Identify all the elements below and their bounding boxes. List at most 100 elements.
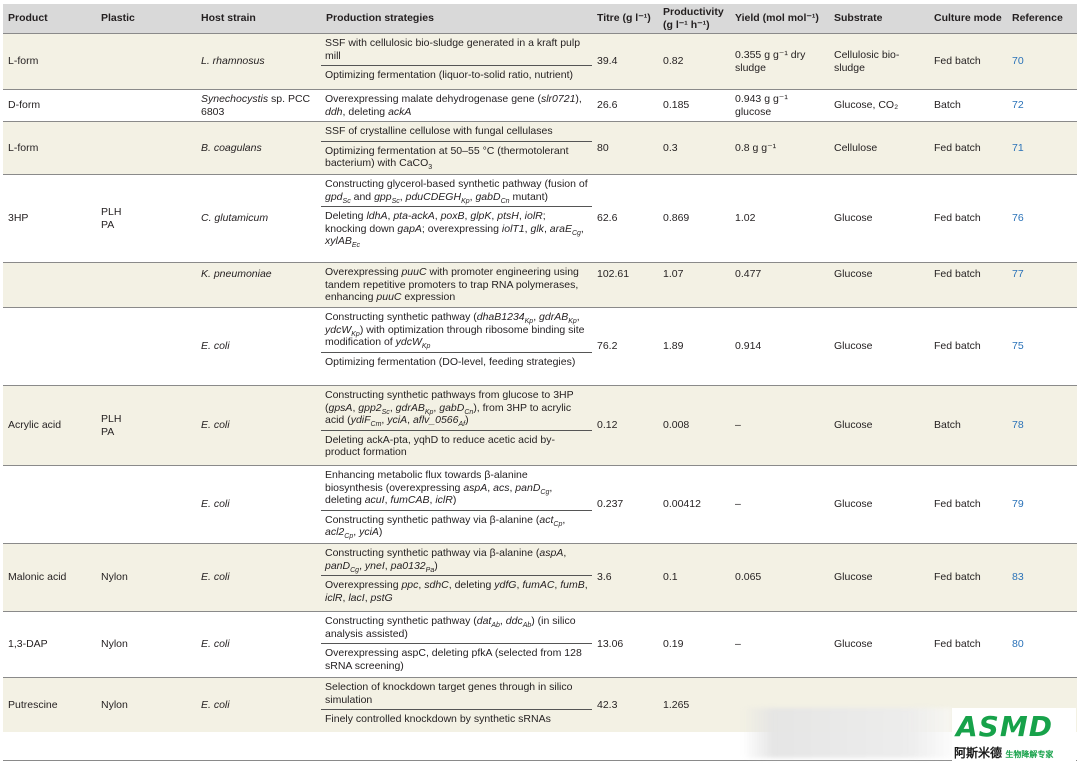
strategy-item: Optimizing fermentation at 50–55 °C (the… xyxy=(321,140,592,173)
cell-yield: – xyxy=(730,465,829,544)
reference-link[interactable]: 80 xyxy=(1012,638,1024,651)
cell-productivity: 1.265 xyxy=(658,677,730,732)
reference-link[interactable]: 79 xyxy=(1012,498,1024,511)
cell-titre: 76.2 xyxy=(592,307,658,386)
reference-link[interactable]: 70 xyxy=(1012,55,1024,68)
strategy-item: Deleting ackA-pta, yqhD to reduce acetic… xyxy=(321,429,592,462)
cell-substrate: Glucose xyxy=(829,262,929,308)
cell-culture-mode: Fed batch xyxy=(929,174,1007,263)
cell-host: Synechocystis sp. PCC 6803 xyxy=(196,89,321,122)
reference-link[interactable]: 77 xyxy=(1012,268,1024,280)
cell-product: D-form xyxy=(3,89,96,122)
cell-titre: 42.3 xyxy=(592,677,658,732)
cell-host: E. coli xyxy=(196,307,321,386)
table-row: Acrylic acid PLH PA E. coli Constructing … xyxy=(3,385,1077,466)
header-host-strain: Host strain xyxy=(196,4,321,34)
strategy-item: Constructing synthetic pathways from glu… xyxy=(325,389,574,429)
cell-plastic xyxy=(96,262,196,308)
cell-product: Malonic acid xyxy=(3,543,96,612)
table-row: D-form Synechocystis sp. PCC 6803 Overex… xyxy=(3,89,1077,122)
cell-reference[interactable]: 72 xyxy=(1007,89,1077,122)
cell-reference[interactable]: 70 xyxy=(1007,33,1077,90)
cell-reference[interactable]: 83 xyxy=(1007,543,1077,612)
cell-substrate: Glucose, CO₂ xyxy=(829,89,929,122)
cell-product: L-form xyxy=(3,33,96,90)
cell-titre: 0.12 xyxy=(592,385,658,466)
cell-host: B. coagulans xyxy=(196,121,321,175)
table-row: Putrescine Nylon E. coli Selection of kn… xyxy=(3,677,1077,732)
cell-titre: 62.6 xyxy=(592,174,658,263)
cell-productivity: 0.008 xyxy=(658,385,730,466)
table-row: 3HP PLH PA C. glutamicum Constructing gly… xyxy=(3,174,1077,263)
cell-product: 3HP xyxy=(3,174,96,263)
cell-strategies: Constructing synthetic pathway via β-ala… xyxy=(321,543,592,612)
cell-plastic: PLH PA xyxy=(96,174,196,263)
cell-titre: 39.4 xyxy=(592,33,658,90)
strategy-item: Constructing synthetic pathway (dhaB1234… xyxy=(325,311,585,351)
cell-host: L. rhamnosus xyxy=(196,33,321,90)
blurred-overlay xyxy=(742,708,952,758)
cell-productivity: 0.1 xyxy=(658,543,730,612)
cell-reference[interactable]: 79 xyxy=(1007,465,1077,544)
cell-reference[interactable]: 76 xyxy=(1007,174,1077,263)
cell-host: K. pneumoniae xyxy=(196,262,321,308)
reference-link[interactable]: 75 xyxy=(1012,340,1024,353)
cell-yield: 0.914 xyxy=(730,307,829,386)
cell-strategies: Overexpressing puuC with promoter engine… xyxy=(321,262,592,308)
header-product: Product xyxy=(3,4,96,34)
cell-titre: 80 xyxy=(592,121,658,175)
cell-reference[interactable]: 71 xyxy=(1007,121,1077,175)
strategy-item: Overexpressing ppc, sdhC, deleting ydfG,… xyxy=(321,575,592,607)
cell-plastic xyxy=(96,307,196,386)
cell-strategies: Constructing glycerol-based synthetic pa… xyxy=(321,174,592,263)
strategy-item: Overexpressing puuC with promoter engine… xyxy=(325,266,579,303)
cell-strategies: Constructing synthetic pathways from glu… xyxy=(321,385,592,466)
cell-titre: 0.237 xyxy=(592,465,658,544)
strategy-item: Selection of knockdown target genes thro… xyxy=(325,681,573,706)
header-substrate: Substrate xyxy=(829,4,929,34)
header-production-strategies: Production strategies xyxy=(321,4,592,34)
cell-plastic xyxy=(96,33,196,90)
cell-reference[interactable]: 78 xyxy=(1007,385,1077,466)
cell-host: E. coli xyxy=(196,543,321,612)
reference-link[interactable]: 76 xyxy=(1012,212,1024,225)
cell-strategies: SSF with cellulosic bio-sludge generated… xyxy=(321,33,592,90)
strategy-item: SSF of crystalline cellulose with fungal… xyxy=(325,125,553,137)
cell-reference[interactable]: 75 xyxy=(1007,307,1077,386)
strategy-item: Constructing synthetic pathway via β-ala… xyxy=(321,509,592,542)
cell-yield: 0.8 g g⁻¹ xyxy=(730,121,829,175)
cell-productivity: 0.00412 xyxy=(658,465,730,544)
logo-chinese-name: 阿斯米德 生物降解专家 xyxy=(954,744,1053,761)
reference-link[interactable]: 72 xyxy=(1012,99,1024,112)
header-yield: Yield (mol mol⁻¹) xyxy=(730,4,829,34)
strategy-item: Overexpressing malate dehydrogenase gene… xyxy=(325,93,582,118)
table-row: L-form B. coagulans SSF of crystalline c… xyxy=(3,121,1077,175)
cell-strategies: Overexpressing malate dehydrogenase gene… xyxy=(321,89,592,122)
cell-reference[interactable]: 77 xyxy=(1007,262,1077,308)
cell-product: 1,3-DAP xyxy=(3,611,96,678)
table-row: E. coli Enhancing metabolic flux towards… xyxy=(3,465,1077,544)
cell-culture-mode: Batch xyxy=(929,89,1007,122)
cell-host: E. coli xyxy=(196,611,321,678)
cell-substrate: Glucose xyxy=(829,611,929,678)
header-reference: Reference xyxy=(1007,4,1077,34)
cell-strategies: Enhancing metabolic flux towards β-alani… xyxy=(321,465,592,544)
reference-link[interactable]: 83 xyxy=(1012,571,1024,584)
cell-reference[interactable]: 80 xyxy=(1007,611,1077,678)
reference-link[interactable]: 71 xyxy=(1012,141,1024,154)
header-productivity: Productivity (g l⁻¹ h⁻¹) xyxy=(658,4,730,34)
cell-productivity: 0.185 xyxy=(658,89,730,122)
table-row: Malonic acid Nylon E. coli Constructing … xyxy=(3,543,1077,612)
cell-product: Acrylic acid xyxy=(3,385,96,466)
cell-titre: 13.06 xyxy=(592,611,658,678)
table-bottom-rule xyxy=(3,760,1077,761)
reference-link[interactable]: 78 xyxy=(1012,419,1024,432)
cell-yield: 0.355 g g⁻¹ dry sludge xyxy=(730,33,829,90)
cell-host: C. glutamicum xyxy=(196,174,321,263)
header-titre: Titre (g l⁻¹) xyxy=(592,4,658,34)
cell-yield: – xyxy=(730,611,829,678)
cell-plastic: Nylon xyxy=(96,543,196,612)
strategy-item: Constructing synthetic pathway via β-ala… xyxy=(325,547,567,574)
cell-strategies: Constructing synthetic pathway (datAb, d… xyxy=(321,611,592,678)
cell-culture-mode: Fed batch xyxy=(929,121,1007,175)
